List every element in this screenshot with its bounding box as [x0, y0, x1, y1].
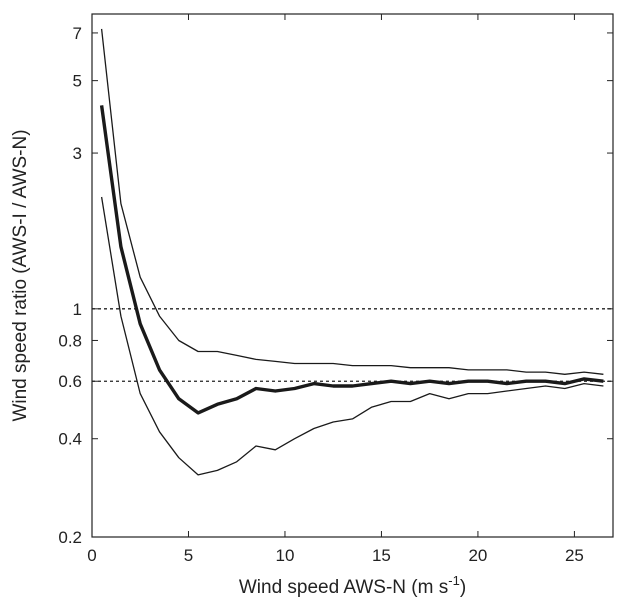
x-axis-label-close: )	[460, 577, 466, 598]
x-axis-label-superscript: -1	[448, 573, 460, 588]
x-tick-label: 0	[87, 546, 96, 565]
x-tick-label: 10	[276, 546, 295, 565]
y-tick-label: 7	[73, 24, 82, 43]
x-tick-label: 15	[372, 546, 391, 565]
y-axis: 0.2 0.4 0.6 0.8 1 3 5 7	[58, 24, 613, 547]
x-axis-label-main: Wind speed AWS-N (m s	[239, 577, 448, 598]
series-line-lower	[100, 196, 604, 476]
reference-lines	[92, 308, 613, 382]
series-line-upper	[100, 28, 604, 375]
y-tick-label: 0.8	[58, 331, 82, 350]
y-tick-label: 5	[73, 72, 82, 91]
plot-border	[91, 13, 614, 538]
series-lines	[99, 28, 604, 476]
y-tick-label: 3	[73, 144, 82, 163]
y-tick-label: 0.2	[58, 528, 82, 547]
x-axis-label: Wind speed AWS-N (m s-1)	[239, 573, 466, 598]
x-tick-label: 5	[184, 546, 193, 565]
x-tick-label: 20	[468, 546, 487, 565]
y-tick-label: 0.6	[58, 372, 82, 391]
y-axis-label: Wind speed ratio (AWS-I / AWS-N)	[10, 129, 31, 421]
x-axis: 0 5 10 15 20 25	[87, 14, 584, 565]
plot-frame	[91, 13, 614, 538]
series-line-median	[99, 105, 604, 415]
y-tick-label: 1	[73, 300, 82, 319]
y-tick-label: 0.4	[58, 430, 82, 449]
x-tick-label: 25	[565, 546, 584, 565]
